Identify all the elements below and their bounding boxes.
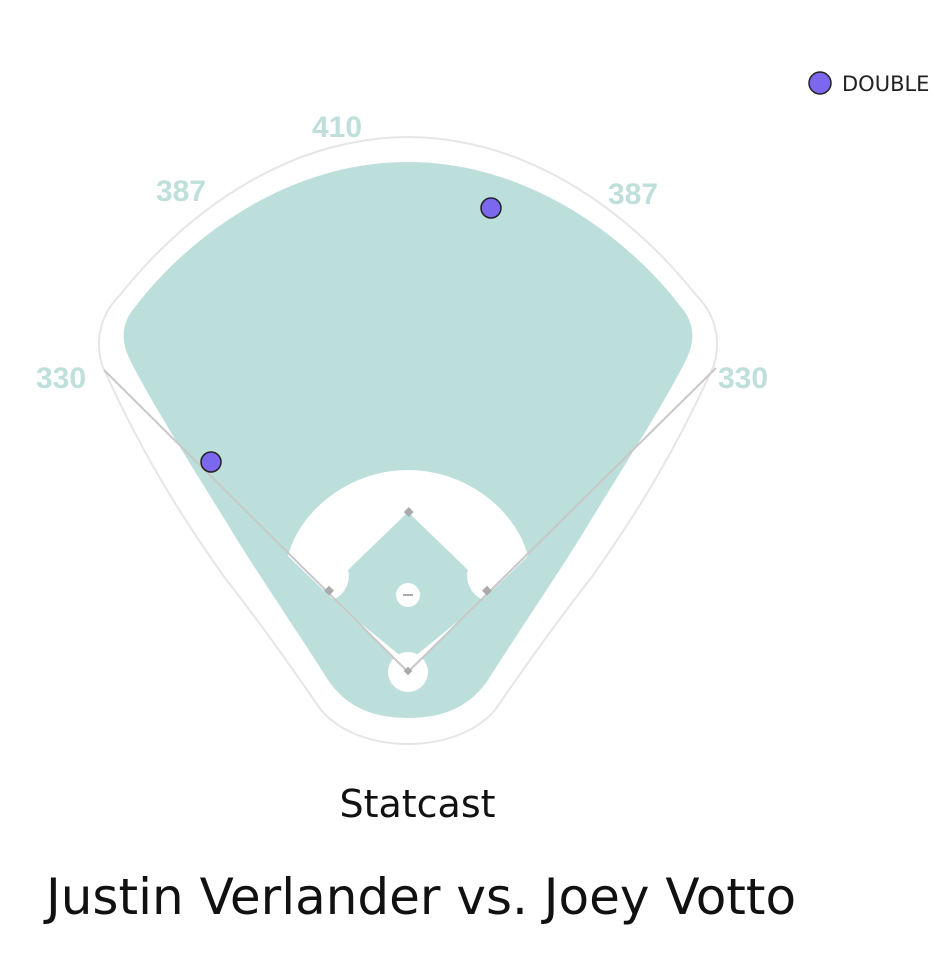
hit-point-double-1: [480, 197, 502, 219]
chart-subtitle: Statcast: [339, 782, 496, 826]
right-foul-line: [407, 367, 717, 673]
distance-center: 410: [312, 111, 362, 144]
field-grass: [123, 162, 693, 718]
left-foul-line: [103, 369, 409, 673]
legend-marker-double: [808, 71, 832, 95]
pitchers-rubber: [403, 594, 413, 596]
hit-point-double-2: [200, 451, 222, 473]
distance-right-line: 330: [718, 362, 768, 395]
distance-left-center: 387: [156, 175, 206, 208]
chart-title: Justin Verlander vs. Joey Votto: [46, 868, 797, 926]
legend-label-double: DOUBLE: [842, 72, 929, 96]
legend: DOUBLE: [808, 71, 929, 96]
hit-points: [200, 197, 502, 473]
home-plate: [403, 666, 413, 676]
distance-right-center: 387: [608, 178, 658, 211]
distance-left-line: 330: [36, 362, 86, 395]
second-base: [403, 507, 414, 517]
outfield-wall-outline: [98, 135, 718, 746]
